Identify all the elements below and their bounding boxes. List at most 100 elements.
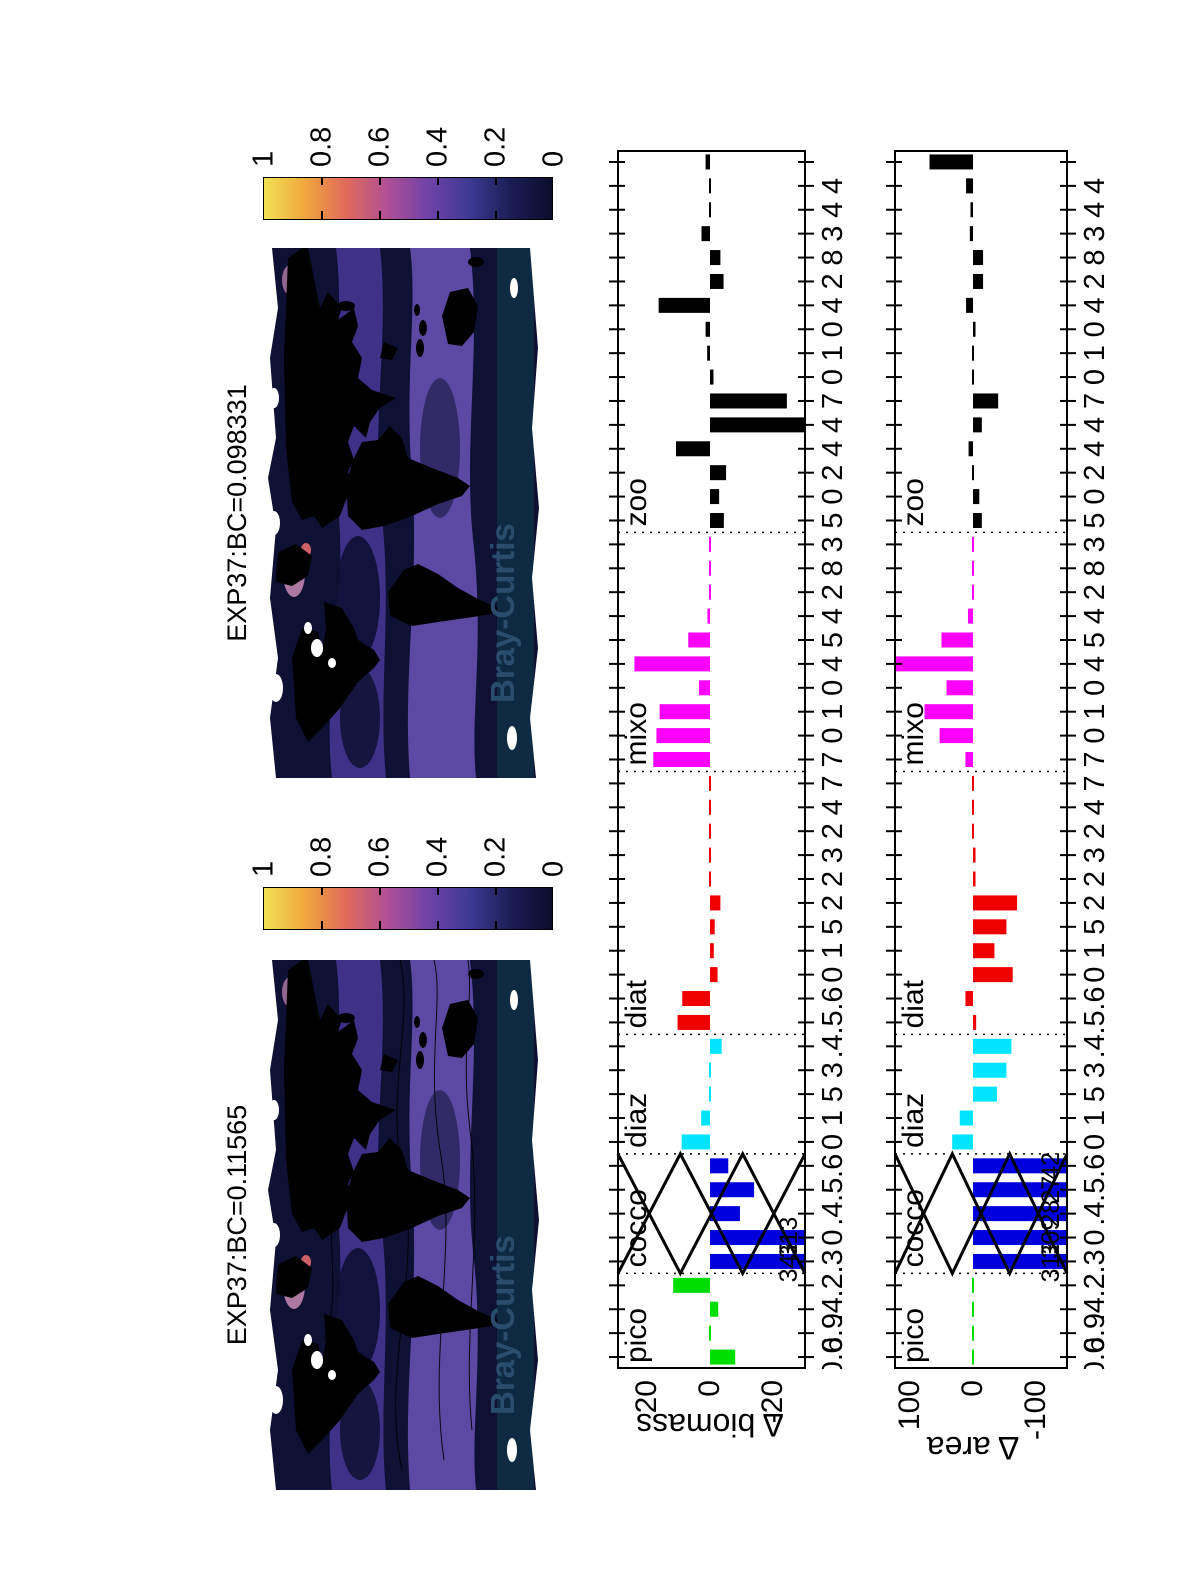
bar-diat-9 [972, 799, 974, 815]
x-tick-label: .3 [1079, 1249, 1110, 1273]
x-tick-label: 8 [1079, 560, 1110, 576]
colorbar-tick [321, 921, 323, 929]
bar-diat-9 [709, 799, 711, 815]
bar-zoo-8 [705, 321, 710, 337]
x-tick-label: 0 [1079, 728, 1110, 744]
bar-mixo-8 [709, 560, 711, 576]
bar-diaz-4 [710, 1038, 722, 1054]
x-tick-label: .5 [1079, 1178, 1110, 1202]
x-tick-label: 0 [817, 1134, 848, 1150]
x-tick-label: 7 [1079, 751, 1110, 767]
colorbar-tick [495, 177, 497, 185]
southern-ocean-band [497, 248, 534, 778]
bar-pico-3 [673, 1277, 710, 1293]
x-tick-label: 5 [817, 512, 848, 528]
x-tick-label: 4 [817, 799, 848, 815]
colorbar-label: 0.8 [305, 836, 338, 877]
colorbar-tick [321, 177, 323, 185]
bar-mixo-3 [946, 680, 973, 696]
bar-value-label: 28 [1037, 1200, 1065, 1228]
bar-diat-4 [710, 919, 715, 935]
bar-mixo-7 [709, 584, 711, 600]
colorbar-tick [495, 887, 497, 895]
x-tick-label: 4 [1079, 799, 1110, 815]
bar-mixo-3 [698, 680, 710, 696]
colorbar-label: 0 [537, 150, 570, 167]
bar-pico-1 [709, 1325, 711, 1341]
x-tick-label: 1 [817, 345, 848, 361]
x-tick-label: 1 [817, 943, 848, 959]
bar-mixo-0 [965, 752, 974, 767]
bar-cocco-1 [973, 1230, 1066, 1246]
bar-diaz-3 [709, 1062, 711, 1078]
x-tick-label: 7 [817, 775, 848, 791]
bar-mixo-7 [972, 584, 974, 600]
x-tick-label: 0.9 [817, 1313, 848, 1353]
x-tick-label: 3 [817, 847, 848, 863]
x-tick-label: 3 [1079, 226, 1110, 242]
x-tick-label: .5 [817, 1178, 848, 1202]
bar-diaz-2 [709, 1086, 711, 1102]
x-tick-label: 0 [1079, 1229, 1110, 1245]
bar-diat-2 [973, 967, 1013, 983]
x-tick-label: 0 [817, 680, 848, 696]
bray-curtis-overlay-label: Bray-Curtis [484, 1235, 521, 1415]
x-tick-label: 2 [817, 823, 848, 839]
x-tick-label: 4 [1079, 417, 1110, 433]
x-tick-label: .5 [817, 1010, 848, 1034]
x-tick-label: 4 [817, 656, 848, 672]
colorbar-tick [437, 177, 439, 185]
group-label-pico: pico [897, 1308, 930, 1363]
x-tick-label: 0 [817, 1229, 848, 1245]
y-tick-label: 0 [693, 1380, 726, 1397]
bar-mixo-4 [634, 656, 710, 672]
bar-pico-1 [972, 1325, 974, 1341]
group-label-zoo: zoo [897, 478, 930, 526]
bar-diat-8 [709, 823, 711, 839]
colorbar-tick [321, 211, 323, 219]
bar-zoo-8 [973, 321, 976, 337]
x-tick-label: .4 [1079, 1034, 1110, 1058]
bar-zoo-12 [701, 226, 711, 242]
bar-mixo-1 [656, 728, 710, 744]
world-map: Bray-Curtis [262, 248, 557, 778]
bar-cocco-4 [973, 1158, 1066, 1174]
x-tick-label: 4 [1079, 178, 1110, 194]
colorbar-tick [379, 921, 381, 929]
ice-patches [262, 960, 557, 1490]
x-tick-label: 5 [1079, 919, 1110, 935]
x-tick-label: 2 [817, 871, 848, 887]
bar-cocco-2 [973, 1206, 1066, 1222]
bar-diaz-2 [973, 1086, 997, 1102]
bar-mixo-5 [941, 632, 973, 648]
x-tick-label: 0 [1079, 321, 1110, 337]
x-tick-label: 2 [1079, 273, 1110, 289]
x-tick-label: 2 [1079, 895, 1110, 911]
colorbar-tick [379, 211, 381, 219]
x-tick-label: 2 [1079, 465, 1110, 481]
bar-diat-5 [973, 895, 1018, 911]
bar-zoo-0 [973, 512, 982, 528]
world-map: Bray-Curtis [262, 959, 557, 1490]
x-tick-label: 3 [817, 226, 848, 242]
bar-mixo-1 [939, 728, 973, 744]
x-tick-label: 0 [817, 321, 848, 337]
x-tick-label: 4 [817, 178, 848, 194]
bar-zoo-0 [710, 512, 724, 528]
colorbar-tick [379, 887, 381, 895]
x-tick-label: 1 [1079, 345, 1110, 361]
colorbar-label: 0.6 [363, 836, 396, 877]
x-tick-label: 4 [1079, 441, 1110, 457]
colorbar-label: 0.8 [305, 126, 338, 167]
x-tick-label: 5 [1079, 632, 1110, 648]
bar-pico-3 [972, 1277, 974, 1293]
bar-zoo-10 [710, 273, 724, 289]
x-tick-label: 0.6 [1079, 1337, 1110, 1369]
southern-ocean-band [497, 960, 534, 1490]
bar-mixo-9 [972, 536, 974, 552]
map1-title: EXP37:BC=0.11565 [222, 1104, 252, 1346]
bar-mixo-4 [896, 656, 973, 672]
x-tick-label: 4 [817, 441, 848, 457]
